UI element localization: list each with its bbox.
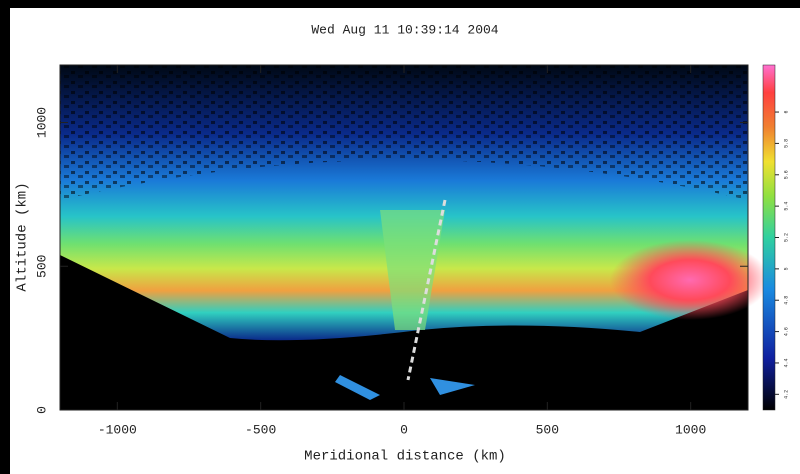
y-tick-label: 500 [34, 255, 49, 278]
colorbar-tick-label: 5.2 [783, 233, 789, 242]
y-tick-label: 1000 [34, 107, 49, 138]
colorbar-tick-label: 4.2 [783, 390, 789, 399]
x-tick-label: 1000 [675, 422, 706, 437]
colorbar [763, 65, 775, 410]
colorbar-tick-label: 5.8 [783, 139, 789, 148]
page: {"chart_data": {"type": "image", "title"… [0, 0, 800, 474]
x-axis-label: Meridional distance (km) [304, 449, 506, 465]
x-tick-label: -500 [245, 422, 276, 437]
colorbar-tick-label: 6 [783, 111, 789, 114]
y-axis-label: Altitude (km) [15, 182, 31, 291]
colorbar-tick-label: 4.4 [783, 358, 789, 367]
x-tick-label: 500 [536, 422, 559, 437]
colorbar-tick-label: 5.6 [783, 170, 789, 179]
chart-title: Wed Aug 11 10:39:14 2004 [311, 22, 498, 37]
colorbar-tick-label: 5.4 [783, 202, 789, 211]
x-tick-label: -1000 [98, 422, 137, 437]
y-tick-label: 0 [34, 406, 49, 414]
chart: Wed Aug 11 10:39:14 2004 Meridional dist… [0, 0, 800, 474]
colorbar-tick-label: 4.8 [783, 296, 789, 305]
colorbar-tick-label: 5 [783, 267, 789, 270]
radar-image [60, 65, 770, 410]
x-tick-label: 0 [400, 422, 408, 437]
colorbar-tick-label: 4.6 [783, 327, 789, 336]
